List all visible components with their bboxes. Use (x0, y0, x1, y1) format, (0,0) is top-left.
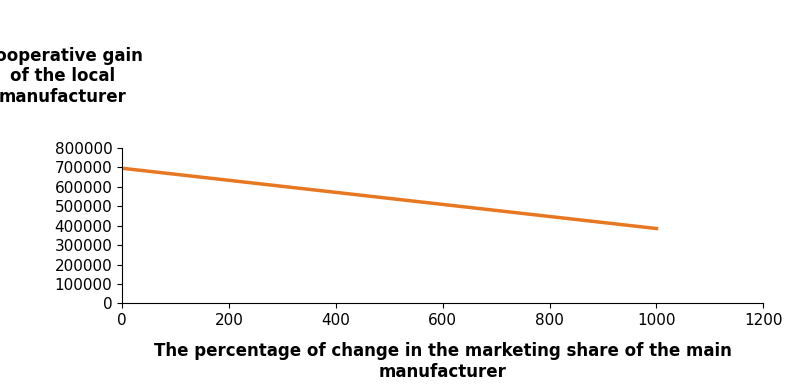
X-axis label: The percentage of change in the marketing share of the main
manufacturer: The percentage of change in the marketin… (153, 342, 732, 381)
Text: Cooperative gain
of the local
manufacturer: Cooperative gain of the local manufactur… (0, 47, 143, 106)
